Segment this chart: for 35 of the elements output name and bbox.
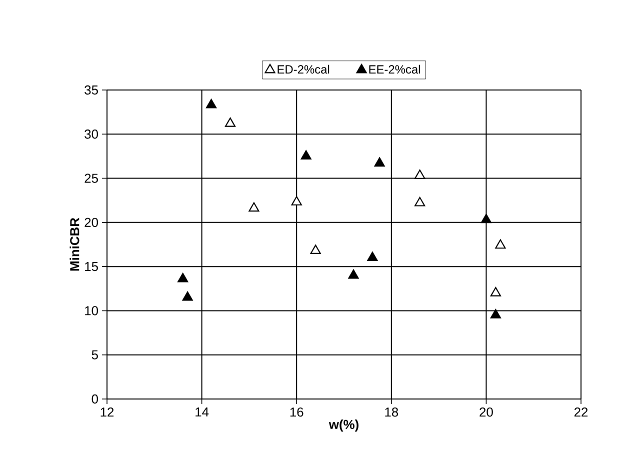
y-tick-label: 5 — [92, 350, 98, 360]
x-tick-label: 14 — [196, 408, 209, 416]
point — [348, 269, 359, 279]
point — [414, 170, 426, 179]
legend-label: EE-2%cal — [369, 64, 420, 74]
point — [300, 150, 312, 160]
point — [182, 291, 193, 301]
point — [367, 252, 378, 262]
y-tick-label: 0 — [92, 394, 98, 404]
legend-label: ED-2%cal — [278, 64, 330, 74]
point — [374, 157, 385, 167]
x-tick-label: 18 — [385, 407, 398, 417]
point — [291, 196, 302, 206]
x-axis-title: w(%) — [328, 420, 358, 432]
point — [248, 202, 260, 212]
point — [178, 272, 188, 282]
point — [480, 214, 492, 224]
y-axis-title: MiniCBR — [70, 218, 80, 271]
point — [490, 309, 501, 318]
x-tick-label: 16 — [290, 407, 304, 417]
point — [414, 196, 426, 206]
x-tick-label: 20 — [480, 407, 493, 417]
y-tick-label: 10 — [85, 306, 98, 316]
point — [495, 239, 506, 249]
y-tick-label: 25 — [84, 174, 98, 183]
point — [490, 287, 501, 296]
x-tick-label: 12 — [100, 407, 114, 417]
y-tick-label: 20 — [84, 218, 98, 228]
point — [224, 118, 236, 127]
point — [310, 244, 321, 254]
x-tick-label: 22 — [574, 407, 588, 417]
y-tick-label: 15 — [85, 262, 98, 272]
y-tick-label: 35 — [84, 85, 98, 95]
point — [206, 98, 217, 108]
y-tick-label: 30 — [84, 130, 98, 139]
